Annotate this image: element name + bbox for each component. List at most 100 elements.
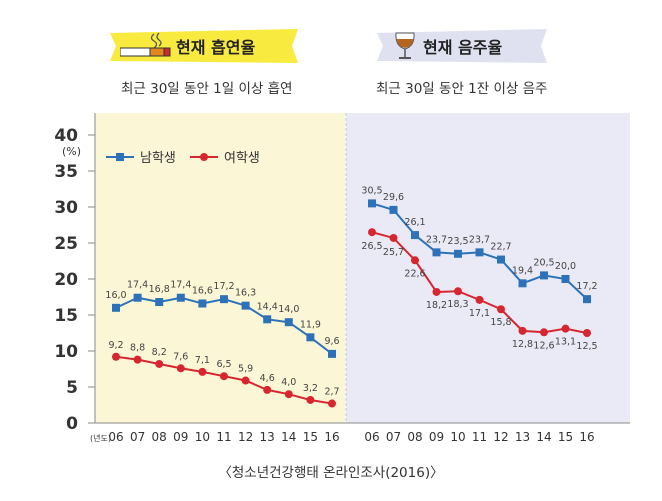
data-label: 12,5 [576, 341, 597, 352]
data-label: 4,6 [260, 373, 275, 384]
y-tick-label: 20 [54, 270, 78, 290]
male-data-point [475, 248, 484, 257]
male-data-point [540, 271, 548, 280]
male-data-point [518, 279, 527, 288]
smoking-banner-title: 현재 흡연율 [176, 38, 256, 57]
female-data-point [497, 305, 505, 314]
data-label: 22,7 [490, 242, 511, 253]
data-label: 17,1 [469, 308, 490, 319]
female-data-point [411, 256, 419, 265]
x-tick-label: 07 [386, 430, 401, 444]
data-label: 26,1 [404, 217, 425, 228]
male-data-point [583, 295, 591, 304]
x-tick-label: 16 [579, 430, 594, 444]
y-tick-label: 35 [54, 162, 78, 182]
female-data-point [368, 228, 376, 237]
x-tick-label: 09 [429, 430, 444, 444]
y-axis-label: (%) [62, 145, 81, 158]
x-tick-label: 13 [515, 430, 530, 444]
drinking-banner-title: 현재 음주율 [423, 38, 503, 57]
data-label: 14,4 [257, 301, 278, 312]
data-label: 2,7 [324, 387, 339, 398]
x-tick-label: 11 [472, 430, 487, 444]
female-data-point [112, 352, 120, 361]
data-label: 9,2 [108, 340, 123, 351]
female-data-point [198, 367, 207, 376]
male-data-point [112, 303, 120, 312]
data-label: 16,6 [192, 285, 213, 296]
female-data-point [540, 328, 548, 337]
male-data-point [133, 293, 142, 302]
x-tick-label: 10 [195, 430, 210, 444]
male-data-point [263, 315, 272, 324]
x-tick-label: 13 [260, 430, 275, 444]
female-data-point [176, 364, 185, 373]
x-tick-label: 06 [364, 430, 379, 444]
wine-glass-icon [393, 31, 417, 61]
y-tick-label: 30 [54, 198, 78, 218]
x-tick-label: 12 [238, 430, 253, 444]
data-label: 8,8 [130, 343, 145, 354]
female-data-point [561, 324, 570, 333]
data-label: 13,1 [555, 337, 576, 348]
female-data-point [389, 233, 398, 242]
data-label: 6,5 [216, 359, 231, 370]
data-label: 7,6 [173, 351, 188, 362]
male-data-point [411, 231, 419, 240]
data-label: 16,3 [235, 288, 256, 299]
data-label: 26,5 [361, 241, 382, 252]
female-data-point [241, 376, 250, 385]
x-tick-label: 15 [303, 430, 318, 444]
x-tick-label: 11 [216, 430, 231, 444]
data-label: 17,4 [170, 280, 191, 291]
data-label: 3,2 [303, 383, 318, 394]
smoking-subtitle: 최근 30일 동안 1일 이상 흡연 [121, 81, 293, 97]
female-data-point [454, 287, 462, 296]
male-data-point [220, 295, 228, 304]
legend-female-marker [200, 153, 208, 161]
x-tick-label: 08 [407, 430, 422, 444]
data-label: 14,0 [278, 304, 299, 315]
male-data-point [561, 275, 570, 283]
data-label: 25,7 [383, 247, 404, 258]
data-label: 23,7 [469, 234, 490, 245]
data-label: 20,5 [533, 257, 554, 268]
data-label: 5,9 [238, 364, 253, 375]
x-tick-label: 06 [108, 430, 123, 444]
data-label: 12,6 [533, 340, 554, 351]
data-label: 17,4 [127, 280, 148, 291]
legend-male-label: 남학생 [140, 151, 176, 166]
y-tick-label: 0 [66, 414, 78, 434]
data-label: 16,0 [105, 290, 126, 301]
female-data-point [518, 326, 527, 335]
drinking-banner-background [377, 29, 547, 63]
data-label: 18,2 [426, 300, 447, 311]
data-label: 30,5 [361, 185, 382, 196]
x-tick-label: 12 [493, 430, 508, 444]
data-label: 9,6 [324, 336, 339, 347]
x-axis-prefix-label: (년도) [90, 433, 111, 443]
female-data-point [155, 359, 164, 368]
male-data-point [497, 255, 505, 264]
data-label: 23,7 [426, 234, 447, 245]
data-label: 4,0 [281, 377, 296, 388]
female-data-point [432, 287, 441, 296]
data-label: 8,2 [152, 347, 167, 358]
male-data-point [368, 199, 376, 208]
y-tick-label: 15 [54, 306, 78, 326]
x-tick-label: 14 [281, 430, 296, 444]
data-label: 19,4 [512, 265, 533, 276]
data-label: 20,0 [555, 261, 576, 272]
y-tick-label: 40 [54, 126, 78, 146]
female-data-point [284, 390, 293, 399]
x-tick-label: 15 [558, 430, 573, 444]
data-label: 17,2 [213, 281, 234, 292]
drinking-subtitle: 최근 30일 동안 1잔 이상 음주 [376, 81, 548, 97]
male-data-point [306, 333, 315, 342]
data-label: 29,6 [383, 192, 404, 203]
male-data-point [241, 301, 250, 310]
x-tick-label: 16 [324, 430, 339, 444]
smoking-panel-background [95, 113, 345, 423]
data-label: 15,8 [490, 317, 511, 328]
